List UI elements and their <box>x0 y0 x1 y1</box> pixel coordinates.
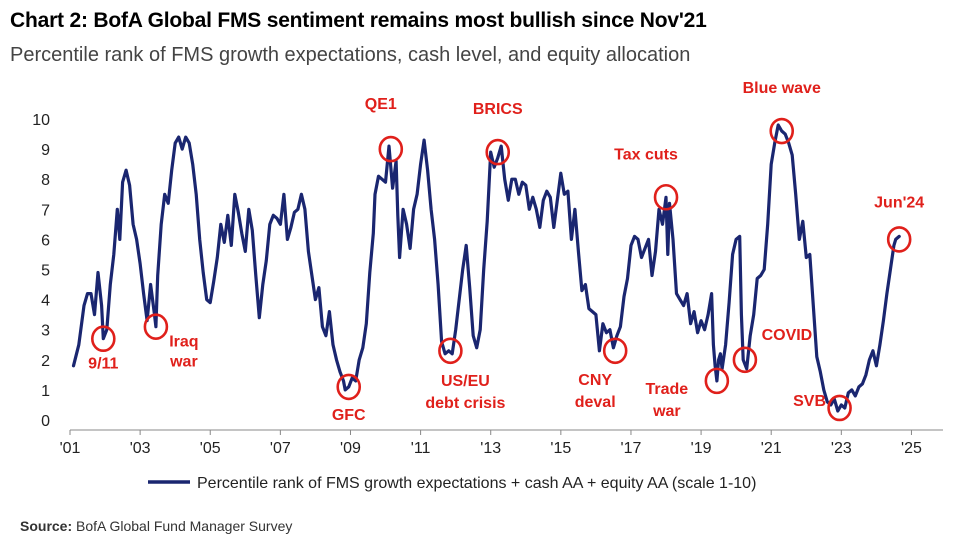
chart-subtitle: Percentile rank of FMS growth expectatio… <box>10 44 691 66</box>
annotation-label: BRICS <box>473 101 523 118</box>
annotation-circle <box>378 135 404 163</box>
annotation-label: war <box>652 403 681 420</box>
y-tick-label: 5 <box>41 263 50 280</box>
annotation-label: Iraq <box>169 334 198 351</box>
annotation-circle <box>143 313 169 340</box>
annotation-circle <box>602 337 628 365</box>
annotation-label: war <box>169 354 198 371</box>
annotation-label: QE1 <box>365 96 397 113</box>
annotation-circle <box>91 325 116 353</box>
x-tick-label: '25 <box>901 440 922 457</box>
legend-label: Percentile rank of FMS growth expectatio… <box>197 475 756 492</box>
annotation-circle <box>827 394 852 422</box>
legend: Percentile rank of FMS growth expectatio… <box>148 475 756 492</box>
x-tick-label: '21 <box>761 440 782 457</box>
y-tick-label: 1 <box>41 383 50 400</box>
series-line <box>71 123 901 413</box>
annotation-label: deval <box>575 394 616 411</box>
x-tick-label: '03 <box>130 440 151 457</box>
y-tick-label: 0 <box>41 413 50 430</box>
y-tick-label: 3 <box>41 323 50 340</box>
y-tick-label: 8 <box>41 172 50 189</box>
x-tick-label: '09 <box>340 440 361 457</box>
source-label: Source: <box>20 518 73 534</box>
x-tick-label: '01 <box>60 440 81 457</box>
annotation-circle <box>732 346 758 374</box>
x-tick-label: '05 <box>200 440 221 457</box>
chart-title: Chart 2: BofA Global FMS sentiment remai… <box>10 9 707 32</box>
y-tick-label: 7 <box>41 202 50 219</box>
annotation-circle <box>336 373 362 401</box>
annotation-circle <box>704 367 730 395</box>
annotation-label: Trade <box>646 381 689 398</box>
annotation-label: Jun'24 <box>874 194 924 211</box>
annotation-circle <box>886 226 912 253</box>
annotation-label: GFC <box>332 407 366 424</box>
source-text: BofA Global Fund Manager Survey <box>76 518 293 534</box>
annotation-label: debt crisis <box>425 395 505 412</box>
annotation-label: Tax cuts <box>614 146 678 163</box>
annotation-label: SVB <box>793 393 826 410</box>
annotation-label: CNY <box>578 372 612 389</box>
annotations: 9/11 Iraq war GFC QE1 US/EU debt crisis BRICS CN… <box>88 80 924 424</box>
x-tick-label: '15 <box>550 440 571 457</box>
x-tick-label: '11 <box>411 440 431 457</box>
x-tick-label: '17 <box>621 440 642 457</box>
annotation-label: Blue wave <box>743 80 821 97</box>
x-tick-label: '07 <box>270 440 291 457</box>
annotation-label: 9/11 <box>88 356 118 373</box>
annotation-label: US/EU <box>441 373 490 390</box>
annotation-circle <box>485 138 511 166</box>
y-tick-label: 6 <box>41 232 50 249</box>
y-axis: 0 1 2 3 4 5 6 7 8 9 10 <box>32 112 50 430</box>
x-tick-label: '13 <box>480 440 501 457</box>
x-tick-label: '19 <box>691 440 712 457</box>
annotation-circle <box>653 183 679 211</box>
annotation-circle <box>438 337 463 365</box>
x-tick-label: '23 <box>831 440 852 457</box>
y-tick-label: 9 <box>41 142 50 159</box>
source-note: Source: BofA Global Fund Manager Survey <box>20 518 292 534</box>
y-tick-label: 4 <box>41 293 50 310</box>
y-tick-label: 2 <box>41 353 50 370</box>
annotation-circle <box>769 117 795 145</box>
annotation-label: COVID <box>762 327 813 344</box>
y-tick-label: 10 <box>32 112 50 129</box>
x-axis: '01 '03 '05 '07 '09 '11 '13 '15 '17 '19 '21 '23 '25 <box>60 430 922 457</box>
